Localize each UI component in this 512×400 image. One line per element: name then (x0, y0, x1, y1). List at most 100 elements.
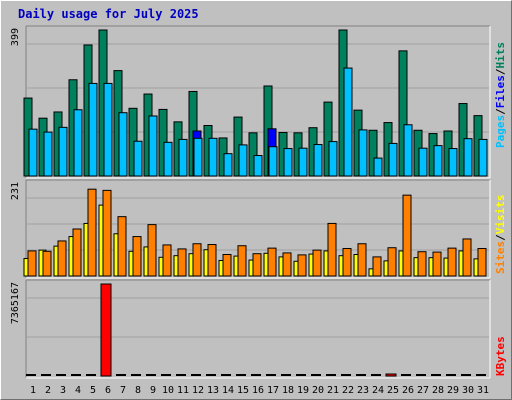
hits-bar (368, 129, 378, 177)
sites-bar (177, 248, 187, 277)
pages-bar (208, 137, 218, 177)
pages-bar (163, 141, 173, 177)
day-label: 20 (312, 385, 324, 396)
day-label: 3 (60, 385, 66, 396)
kbytes-bar (191, 374, 201, 376)
day-label: 29 (447, 385, 459, 396)
kbytes-bar (206, 374, 216, 376)
pages-bar (103, 82, 113, 177)
kbytes-bar (146, 374, 156, 376)
pages-bar (313, 144, 323, 177)
kbytes-bar (371, 374, 381, 376)
day-label: 11 (177, 385, 189, 396)
sites-bar (312, 249, 322, 277)
day-label: 7 (120, 385, 126, 396)
day-label: 10 (162, 385, 174, 396)
hits-legend-label-part: Pages (494, 115, 507, 148)
kbytes-bar (100, 283, 112, 377)
pages-bar (418, 147, 428, 177)
kbytes-bar (26, 374, 36, 376)
day-label: 24 (372, 385, 384, 396)
pages-bar (448, 148, 458, 177)
pages-bar (238, 144, 248, 177)
kbytes-bar (401, 374, 411, 376)
kbytes-bar (71, 374, 81, 376)
visits-legend-label-part: / (494, 234, 507, 241)
kbytes-bar (356, 374, 366, 376)
kbytes-bar (416, 374, 426, 376)
kbytes-legend-label-part: KBytes (494, 336, 507, 376)
sites-bar (342, 248, 352, 277)
pages-bar (403, 124, 413, 177)
sites-bar (447, 247, 457, 277)
sites-bar (252, 253, 262, 277)
pages-bar (193, 137, 203, 177)
kbytes-bar (461, 374, 471, 376)
day-label: 23 (357, 385, 369, 396)
hits-bar (323, 101, 333, 177)
sites-bar (297, 254, 307, 277)
hits-ymax-label: 399 (10, 28, 21, 46)
kbytes-bar (176, 374, 186, 376)
day-label: 4 (75, 385, 81, 396)
day-label: 1 (30, 385, 36, 396)
visits-legend-label-part: Sites (494, 241, 507, 274)
sites-bar (387, 247, 397, 277)
pages-bar (28, 128, 38, 177)
hits-bar (398, 50, 408, 177)
day-label: 26 (402, 385, 414, 396)
sites-bar (27, 250, 37, 277)
visits-legend-label: Sites/Visits (494, 195, 507, 275)
visits-legend-label-part: Visits (494, 195, 507, 235)
day-label: 5 (90, 385, 96, 396)
day-label: 16 (252, 385, 264, 396)
pages-bar (148, 115, 158, 177)
day-label: 9 (150, 385, 156, 396)
sites-bar (267, 247, 277, 277)
pages-bar (373, 157, 383, 177)
pages-bar (433, 145, 443, 177)
day-label: 31 (477, 385, 489, 396)
day-label: 25 (387, 385, 399, 396)
pages-bar (298, 147, 308, 177)
sites-bar (462, 238, 472, 277)
day-label: 14 (222, 385, 234, 396)
kbytes-bar (431, 374, 441, 376)
pages-bar (358, 129, 368, 177)
kbytes-bar (131, 374, 141, 376)
hits-legend-label: Pages/Files/Hits (494, 42, 507, 148)
sites-bar (432, 251, 442, 277)
day-label: 27 (417, 385, 429, 396)
sites-bar (117, 216, 127, 277)
sites-bar (132, 236, 142, 277)
pages-bar (388, 142, 398, 177)
pages-bar (223, 153, 233, 177)
pages-bar (343, 67, 353, 177)
sites-bar (192, 243, 202, 277)
sites-bar (282, 252, 292, 277)
kbytes-legend-label: KBytes (494, 336, 507, 376)
kbytes-bar (161, 374, 171, 376)
sites-bar (477, 248, 487, 277)
kbytes-bar (296, 374, 306, 376)
kbytes-bar (266, 374, 276, 376)
sites-bar (237, 245, 247, 277)
day-label: 12 (192, 385, 204, 396)
visits-ymax-label: 231 (10, 182, 21, 200)
pages-bar (43, 131, 53, 177)
kbytes-bar (341, 374, 351, 376)
sites-bar (372, 256, 382, 277)
pages-bar (478, 138, 488, 177)
kbytes-bar (251, 374, 261, 376)
hits-legend-label-part: Files (494, 75, 507, 108)
sites-bar (327, 222, 337, 277)
kbytes-bar (41, 374, 51, 376)
kbytes-bar (56, 374, 66, 376)
kbytes-bar (116, 374, 126, 376)
sites-bar (162, 244, 172, 277)
pages-bar (328, 141, 338, 177)
day-label: 8 (135, 385, 141, 396)
pages-bar (118, 112, 128, 177)
